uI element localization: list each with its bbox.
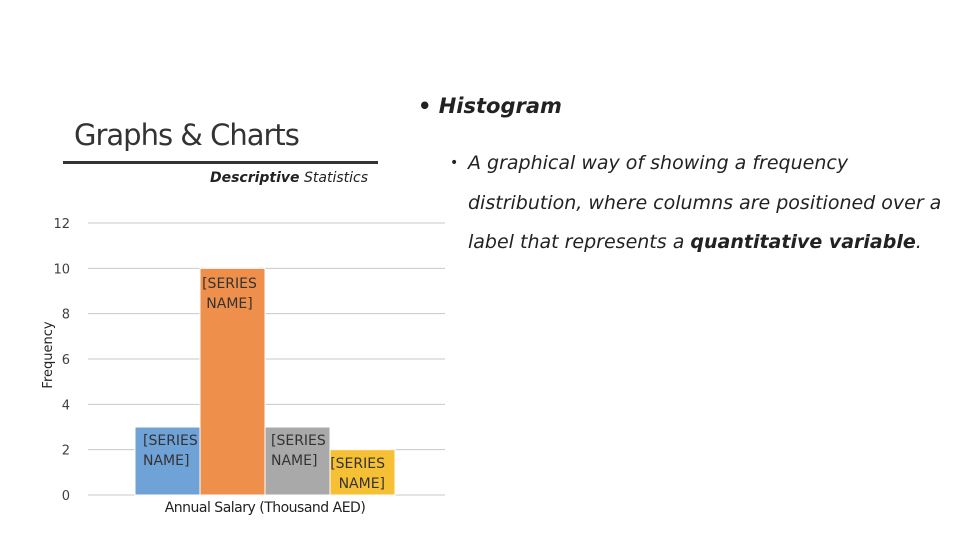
description-emphasis: quantitative variable — [690, 231, 916, 253]
bullet: • Histogram — [418, 94, 562, 118]
y-tick-label: 6 — [62, 353, 70, 368]
x-axis-label: Annual Salary (Thousand AED) — [165, 500, 366, 516]
y-tick-label: 2 — [62, 444, 70, 459]
bullet-dot: • — [450, 155, 459, 171]
y-tick-label: 0 — [62, 489, 70, 504]
bullet-text: Histogram — [438, 94, 562, 118]
data-label: [SERIES NAME] — [202, 276, 257, 313]
data-label: [SERIES NAME] — [330, 455, 385, 492]
bar — [199, 267, 266, 496]
y-tick-label: 10 — [53, 262, 70, 277]
bar — [134, 426, 201, 496]
bar — [329, 449, 396, 496]
description-line: A graphical way of showing a frequency — [468, 152, 849, 174]
description-line: distribution, where columns are position… — [468, 191, 942, 214]
subtitle: Descriptive Statistics — [210, 170, 368, 186]
y-tick-label: 4 — [62, 398, 70, 413]
subtitle-rest: Statistics — [299, 170, 368, 186]
description-end: . — [915, 231, 922, 253]
y-tick-label: 12 — [53, 217, 70, 232]
title-rule — [63, 161, 378, 164]
description-line: label that represents a quantitative var… — [450, 223, 941, 263]
bar — [264, 426, 331, 496]
data-label: [SERIES NAME] — [143, 433, 198, 469]
slide-title: Graphs & Charts — [74, 118, 300, 152]
y-axis-label: Frequency — [41, 321, 56, 388]
subtitle-bold: Descriptive — [209, 170, 300, 186]
description-text: label that represents a — [468, 231, 691, 253]
data-label: [SERIES NAME] — [271, 433, 326, 469]
y-tick-label: 8 — [62, 308, 70, 323]
description: • A graphical way of showing a frequency… — [450, 144, 941, 263]
